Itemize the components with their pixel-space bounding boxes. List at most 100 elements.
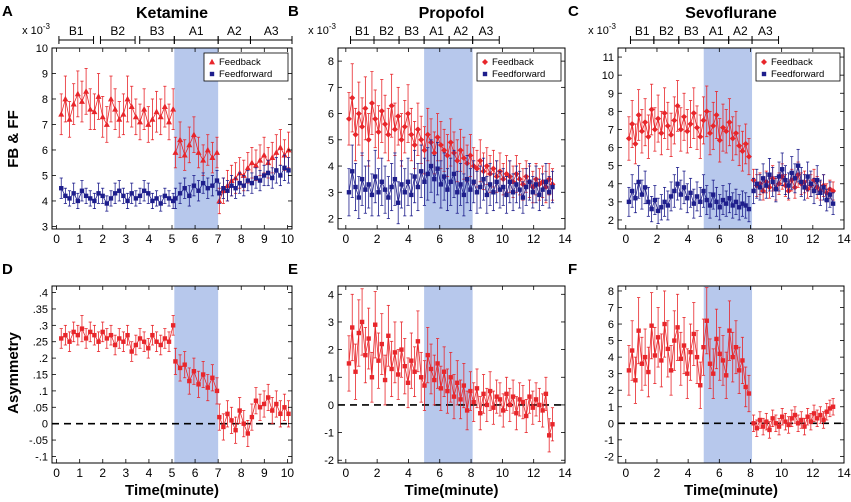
- x-tick-label: 8: [747, 232, 754, 246]
- feedback-point: [707, 130, 714, 137]
- data-point: [514, 411, 519, 416]
- feedback-point: [490, 165, 497, 172]
- y-tick-label: 3: [42, 221, 48, 233]
- data-point: [125, 332, 130, 338]
- data-point: [205, 186, 210, 191]
- feedback-point: [120, 111, 127, 117]
- x-tick-label: 7: [215, 466, 222, 480]
- data-point: [655, 208, 661, 214]
- feedback-point: [177, 136, 184, 143]
- data-point: [71, 191, 76, 196]
- feedback-point: [186, 141, 193, 148]
- data-point: [112, 191, 118, 196]
- data-point: [166, 196, 172, 201]
- feedback-point: [658, 130, 665, 137]
- y-tick-label: 9: [42, 68, 48, 80]
- data-point: [821, 417, 826, 423]
- data-point: [724, 373, 729, 378]
- x-tick-label: 6: [716, 466, 723, 480]
- data-point: [67, 339, 72, 344]
- legend-feedforward-label: Feedforward: [219, 69, 272, 80]
- data-point: [789, 416, 794, 421]
- x-tick-label: 10: [281, 466, 295, 480]
- feedback-point: [395, 113, 402, 120]
- data-point: [665, 346, 671, 352]
- data-point: [75, 198, 81, 204]
- data-point: [458, 182, 463, 187]
- data-point: [448, 179, 453, 184]
- feedback-point: [431, 149, 438, 156]
- data-point: [805, 414, 810, 419]
- data-point: [727, 328, 732, 333]
- data-point: [550, 184, 555, 190]
- data-point: [278, 411, 283, 417]
- series-line: [175, 361, 218, 392]
- data-point: [129, 349, 134, 354]
- data-point: [158, 342, 163, 348]
- data-point: [659, 205, 664, 210]
- feedback-point: [405, 110, 412, 117]
- feedback-point: [269, 154, 276, 161]
- y-tick-label: 1: [328, 372, 334, 384]
- feedback-point: [713, 111, 720, 118]
- data-point: [530, 190, 535, 195]
- data-point: [626, 199, 632, 205]
- y-tick-label: 5: [42, 170, 48, 182]
- x-tick-label: 2: [654, 466, 661, 480]
- data-point: [760, 176, 766, 181]
- feedback-point: [209, 58, 215, 65]
- legend-box: [755, 52, 841, 82]
- x-tick-label: 0: [53, 466, 60, 480]
- data-point: [350, 169, 355, 174]
- feedback-point: [365, 136, 372, 143]
- y-tick-label: 8: [328, 56, 334, 68]
- y-tick-label: -2: [324, 455, 334, 467]
- y-tick-label: 3: [328, 317, 334, 329]
- data-point: [432, 377, 437, 383]
- x-tick-label: 2: [654, 232, 661, 246]
- data-point: [150, 332, 155, 338]
- data-point: [707, 203, 713, 208]
- data-point: [751, 188, 756, 194]
- data-point: [441, 174, 447, 179]
- data-point: [286, 411, 291, 417]
- feedback-point: [200, 156, 207, 163]
- feedback-point: [116, 116, 123, 122]
- data-point: [786, 183, 791, 188]
- x-tick-label: 5: [169, 232, 176, 246]
- data-point: [761, 71, 767, 77]
- x-tick-label: 5: [169, 466, 176, 480]
- data-point: [691, 331, 696, 337]
- x-tick-label: 7: [215, 232, 222, 246]
- legend-feedback-label: Feedback: [771, 57, 813, 68]
- shaded-region: [424, 286, 473, 463]
- data-point: [646, 369, 651, 375]
- legend-box: [476, 52, 562, 82]
- feedback-point: [684, 128, 691, 135]
- data-point: [510, 190, 516, 195]
- data-point: [241, 183, 246, 188]
- data-point: [672, 188, 677, 194]
- y-tick-label: 2: [608, 215, 614, 227]
- data-point: [497, 187, 503, 192]
- data-point: [704, 318, 709, 323]
- data-point: [353, 184, 358, 190]
- data-point: [629, 348, 635, 353]
- feedback-point: [112, 105, 119, 112]
- data-point: [520, 195, 526, 200]
- feedback-point: [195, 149, 202, 155]
- feedback-point: [83, 88, 90, 94]
- data-point: [550, 422, 555, 427]
- data-point: [265, 395, 271, 400]
- feedback-point: [362, 105, 369, 112]
- data-point: [425, 171, 430, 177]
- panel-title: Sevoflurane: [685, 5, 777, 22]
- feedback-point: [204, 146, 211, 153]
- y-tick-label: 6: [328, 109, 334, 121]
- data-point: [714, 199, 719, 205]
- data-point: [487, 388, 493, 394]
- data-point: [210, 183, 215, 188]
- data-point: [827, 192, 833, 197]
- stage-label: B2: [110, 24, 125, 38]
